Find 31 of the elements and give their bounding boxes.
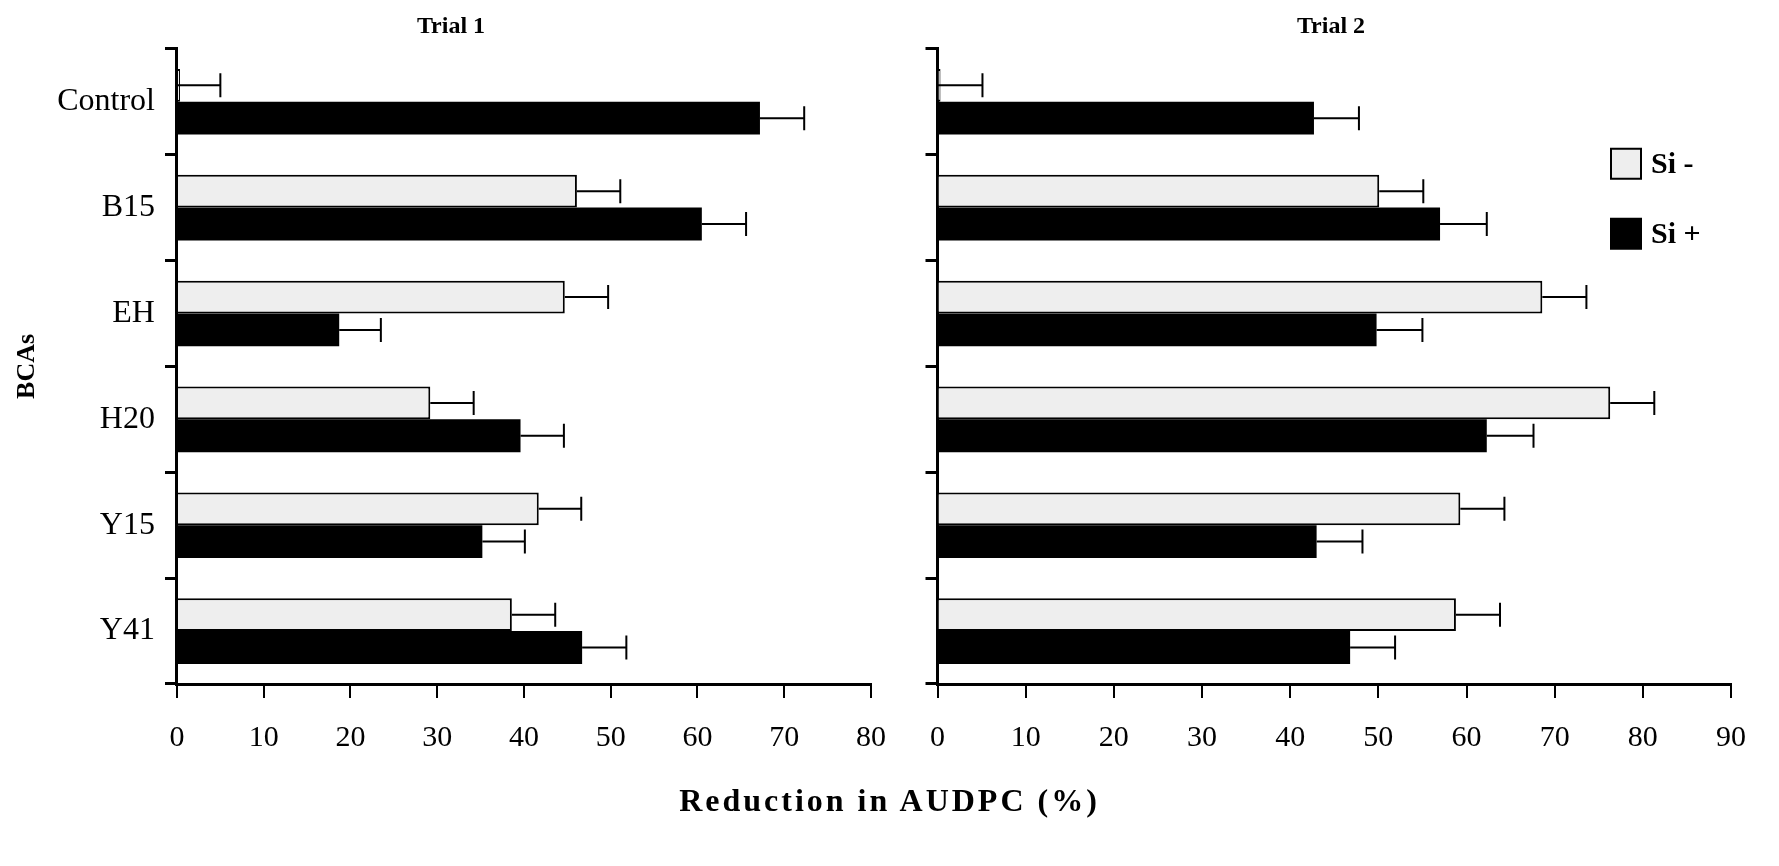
x-tick-label: 0 [930, 718, 945, 752]
x-tick-label: 60 [682, 718, 713, 752]
chart-title: Trial 1 [416, 11, 486, 38]
x-tick-label: 30 [422, 718, 453, 752]
y-tick-label: EH [112, 292, 155, 329]
legend-label: Si + [1651, 215, 1701, 249]
x-tick-label: 40 [1275, 718, 1306, 752]
x-tick-label: 10 [1010, 718, 1041, 752]
chart-title: Trial 2 [1296, 11, 1366, 38]
x-tick-label: 80 [1627, 718, 1658, 752]
y-tick-label: Y41 [99, 610, 155, 647]
x-axis-title: Reduction in AUDPC (%) [678, 782, 1101, 819]
y-tick-label: H20 [99, 398, 155, 435]
y-tick-label: Control [57, 81, 156, 118]
x-tick-label: 90 [1716, 718, 1746, 752]
x-tick-label: 60 [1451, 718, 1482, 752]
y-axis-title: BCAs [11, 333, 41, 399]
x-tick-label: 50 [595, 718, 626, 752]
legend-label: Si - [1651, 145, 1694, 179]
x-tick-label: 50 [1363, 718, 1394, 752]
x-tick-label: 20 [1098, 718, 1129, 752]
y-tick-label: B15 [101, 187, 155, 224]
x-tick-label: 40 [508, 718, 539, 752]
x-tick-label: 0 [169, 718, 185, 752]
x-tick-label: 20 [335, 718, 366, 752]
x-tick-label: 30 [1187, 718, 1217, 752]
y-tick-label: Y15 [99, 504, 155, 541]
x-tick-label: 80 [856, 718, 886, 752]
x-tick-label: 70 [1539, 718, 1570, 752]
x-tick-label: 10 [248, 718, 279, 752]
x-tick-label: 70 [769, 718, 800, 752]
